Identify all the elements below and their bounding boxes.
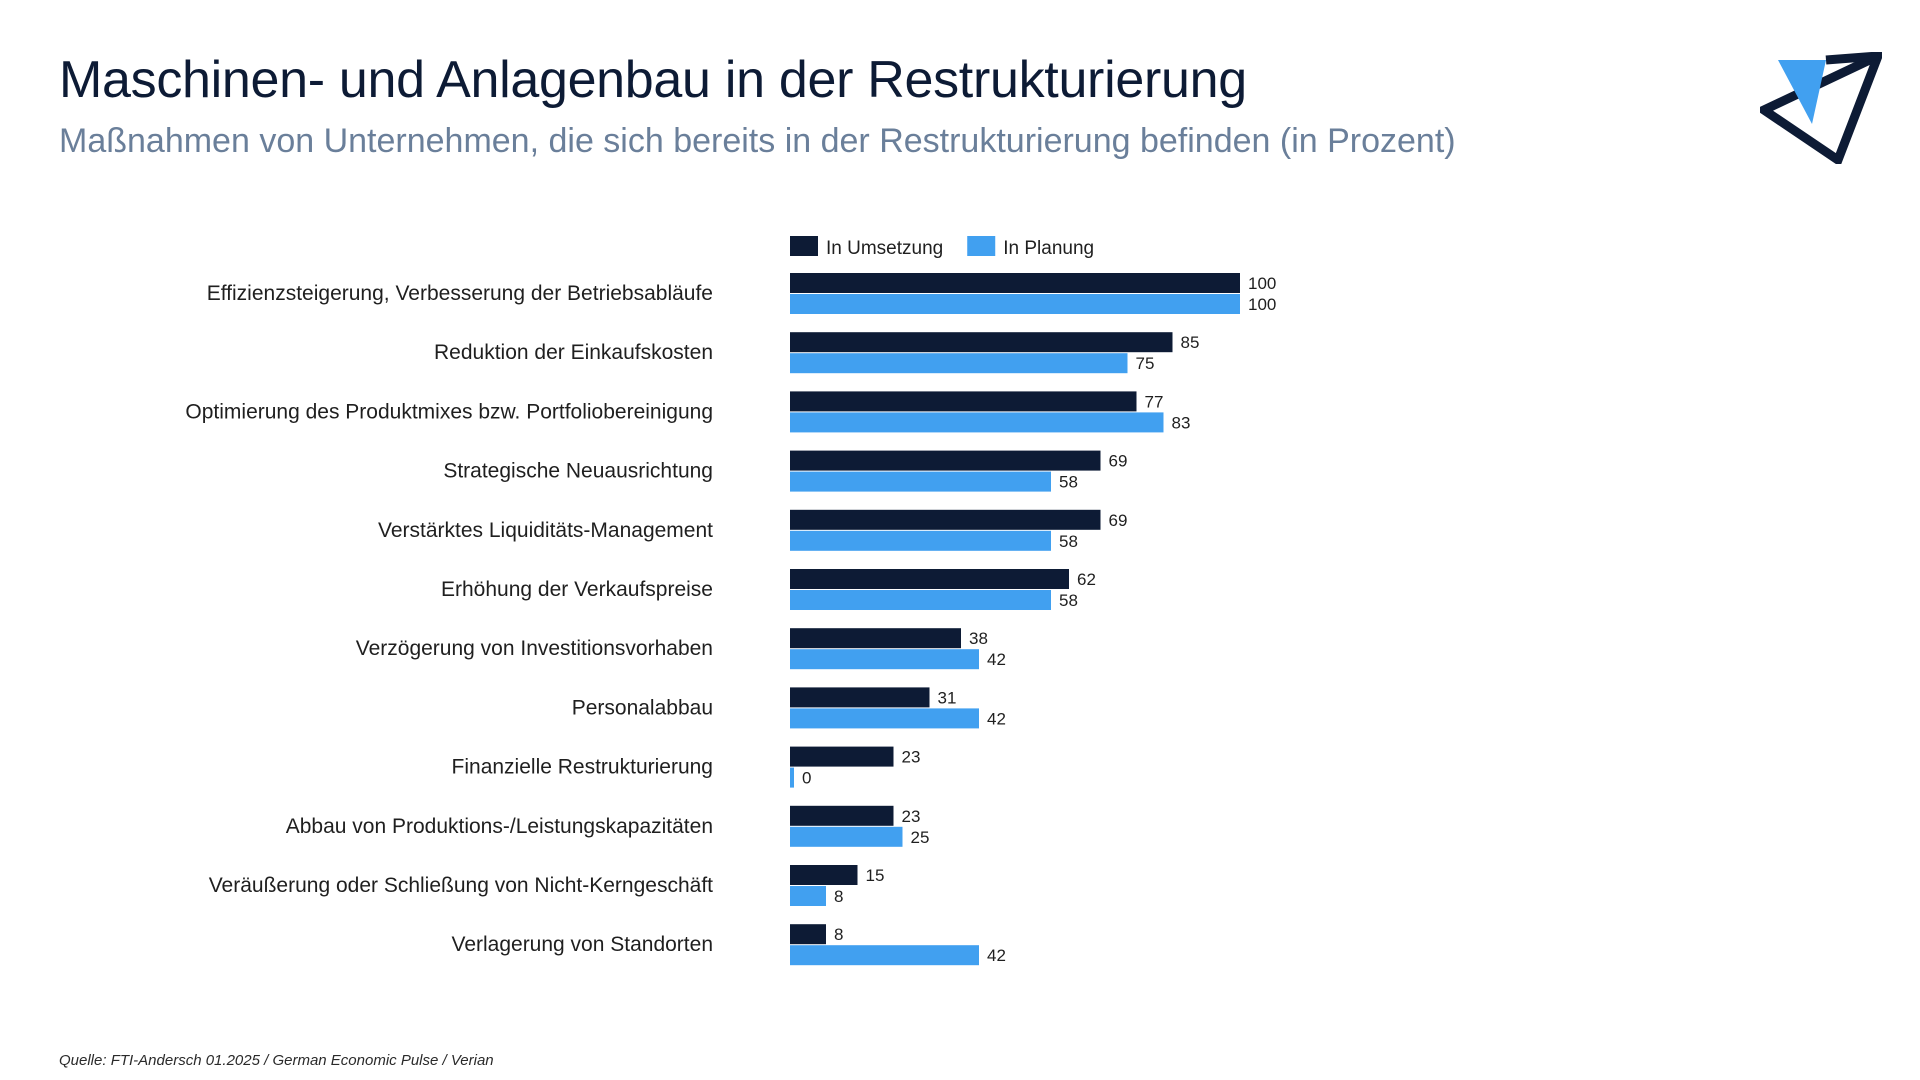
bar-in-planung (790, 353, 1128, 374)
data-label: 58 (1059, 532, 1078, 551)
bar-in-umsetzung (790, 509, 1101, 530)
bar-in-umsetzung (790, 628, 961, 649)
legend-label: In Umsetzung (826, 238, 943, 259)
bar-in-planung (790, 708, 979, 729)
bar-in-planung (790, 826, 903, 847)
data-label: 75 (1136, 354, 1155, 373)
category-label: Finanzielle Restrukturierung (452, 756, 713, 779)
data-label: 23 (902, 748, 921, 767)
data-label: 8 (834, 925, 843, 944)
data-label: 8 (834, 887, 843, 906)
bar-in-umsetzung (790, 391, 1137, 412)
bar-in-planung (790, 412, 1164, 433)
bar-in-umsetzung (790, 450, 1101, 471)
bar-in-planung (790, 590, 1051, 610)
category-label: Reduktion der Einkaufskosten (434, 341, 713, 364)
data-label: 58 (1059, 473, 1078, 492)
category-label: Strategische Neuausrichtung (443, 460, 713, 483)
category-label: Verzögerung von Investitionsvorhaben (356, 637, 713, 660)
triangle-arrow-logo-icon (1760, 52, 1882, 164)
data-label: 0 (802, 769, 811, 788)
category-label: Verlagerung von Standorten (451, 933, 713, 956)
category-label: Personalabbau (572, 696, 713, 719)
data-label: 42 (987, 650, 1006, 669)
source-note: Quelle: FTI-Andersch 01.2025 / German Ec… (59, 1052, 494, 1069)
bar-in-planung (790, 649, 979, 670)
data-label: 77 (1145, 392, 1164, 411)
data-label: 15 (866, 866, 885, 885)
category-label: Veräußerung oder Schließung von Nicht-Ke… (209, 874, 713, 897)
data-label: 23 (902, 807, 921, 826)
category-label: Verstärktes Liquiditäts-Management (378, 519, 713, 542)
bar-in-planung (790, 294, 1240, 314)
category-label: Effizienzsteigerung, Verbesserung der Be… (207, 282, 713, 305)
data-label: 69 (1109, 452, 1128, 471)
category-label: Optimierung des Produktmixes bzw. Portfo… (185, 400, 713, 423)
data-label: 25 (911, 828, 930, 847)
data-label: 100 (1248, 274, 1276, 293)
legend-swatch (967, 236, 996, 256)
bar-in-planung (790, 530, 1051, 551)
bar-in-planung (790, 945, 979, 966)
bar-in-planung (790, 767, 794, 788)
category-label: Abbau von Produktions-/Leistungskapazitä… (286, 815, 713, 838)
data-label: 31 (938, 688, 957, 707)
data-label: 38 (969, 629, 988, 648)
data-label: 85 (1181, 333, 1200, 352)
bar-in-planung (790, 886, 826, 906)
bar-in-umsetzung (790, 746, 894, 767)
legend-swatch (790, 236, 818, 256)
data-label: 100 (1248, 295, 1276, 314)
bar-in-umsetzung (790, 332, 1173, 353)
bar-in-umsetzung (790, 687, 930, 708)
bar-in-umsetzung (790, 273, 1240, 293)
bar-in-umsetzung (790, 865, 858, 885)
legend-label: In Planung (1003, 238, 1094, 259)
bar-in-planung (790, 471, 1051, 492)
category-label: Erhöhung der Verkaufspreise (441, 578, 713, 601)
data-label: 42 (987, 709, 1006, 728)
data-label: 42 (987, 946, 1006, 965)
bar-in-umsetzung (790, 924, 826, 945)
page-subtitle: Maßnahmen von Unternehmen, die sich bere… (59, 122, 1456, 160)
bar-in-umsetzung (790, 805, 894, 826)
data-label: 58 (1059, 591, 1078, 610)
bar-in-umsetzung (790, 569, 1069, 589)
data-label: 83 (1172, 413, 1191, 432)
data-label: 62 (1077, 570, 1096, 589)
data-label: 69 (1109, 511, 1128, 530)
page-title: Maschinen- und Anlagenbau in der Restruk… (59, 51, 1247, 109)
